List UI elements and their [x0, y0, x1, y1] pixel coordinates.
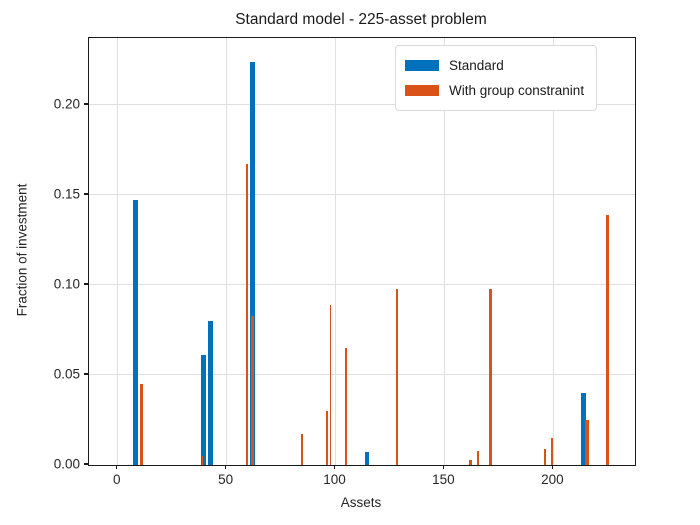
x-tick	[333, 465, 336, 470]
chart-title: Standard model - 225-asset problem	[235, 11, 487, 28]
bar	[550, 437, 553, 465]
bar	[300, 434, 304, 465]
bar	[543, 448, 547, 465]
x-tick	[442, 465, 445, 470]
y-tick-label: 0.20	[53, 96, 80, 112]
bar	[246, 164, 248, 465]
legend-item-standard: Standard	[405, 53, 584, 78]
bar	[201, 455, 204, 465]
y-axis-label: Fraction of investment	[14, 183, 30, 317]
x-tick	[116, 465, 118, 470]
bar	[488, 288, 492, 465]
bar	[469, 459, 472, 465]
x-gridline	[335, 38, 337, 465]
bar	[133, 200, 139, 465]
y-tick-label: 0.10	[53, 276, 80, 292]
y-gridline	[89, 374, 635, 376]
x-tick	[551, 465, 553, 470]
x-tick	[225, 465, 227, 470]
y-tick	[84, 283, 88, 285]
legend-label-group-constraint: With group constranint	[449, 83, 585, 98]
y-gridline	[89, 104, 635, 106]
y-tick	[84, 103, 88, 105]
bar	[326, 410, 329, 465]
bar	[250, 315, 255, 465]
x-tick-label: 50	[218, 472, 234, 487]
legend-label-standard: Standard	[449, 58, 504, 73]
x-tick-label: 200	[541, 472, 564, 487]
x-gridline	[226, 38, 228, 465]
bar	[476, 450, 479, 465]
y-tick-label: 0.00	[53, 456, 80, 472]
group-constraint-series-swatch	[405, 85, 439, 96]
y-tick-label: 0.15	[53, 186, 80, 202]
y-gridline	[89, 284, 635, 286]
x-gridline	[443, 38, 445, 465]
bar	[364, 452, 370, 465]
bar	[200, 355, 206, 465]
bar	[249, 61, 255, 465]
legend: Standard With group constranint	[395, 45, 598, 111]
bar	[207, 320, 213, 465]
bar	[344, 347, 348, 465]
bar	[139, 383, 143, 465]
y-gridline	[89, 194, 635, 196]
y-tick	[84, 463, 88, 465]
x-gridline	[117, 38, 119, 465]
standard-series-swatch	[405, 60, 439, 71]
bar	[581, 392, 586, 465]
bar	[395, 288, 399, 465]
bar	[329, 304, 332, 465]
x-axis-label: Assets	[340, 495, 382, 510]
bar	[585, 419, 589, 465]
y-tick	[84, 193, 88, 195]
x-tick-label: 100	[323, 472, 346, 487]
y-tick	[84, 373, 88, 375]
x-gridline	[552, 38, 554, 465]
y-tick-label: 0.05	[53, 366, 80, 382]
x-tick-label: 150	[432, 472, 455, 487]
x-tick-label: 0	[112, 472, 121, 487]
bar	[606, 214, 609, 465]
legend-item-group-constraint: With group constranint	[405, 78, 584, 103]
